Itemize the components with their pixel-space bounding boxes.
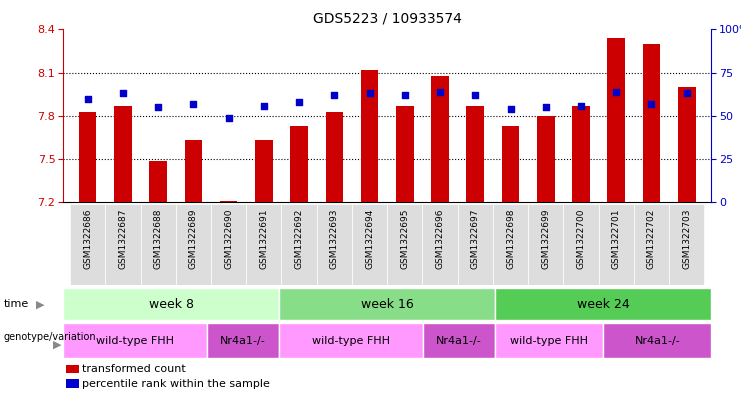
Bar: [466, 106, 484, 202]
Bar: [423, 323, 495, 358]
Bar: [352, 204, 387, 285]
Bar: [563, 204, 599, 285]
Text: GSM1322698: GSM1322698: [506, 208, 515, 269]
Point: [399, 92, 411, 98]
Text: GSM1322699: GSM1322699: [541, 208, 551, 269]
Text: time: time: [4, 299, 29, 309]
Bar: [141, 204, 176, 285]
Bar: [105, 204, 141, 285]
Bar: [279, 323, 423, 358]
Bar: [316, 204, 352, 285]
Text: GSM1322688: GSM1322688: [153, 208, 162, 269]
Bar: [79, 112, 96, 202]
Point: [293, 99, 305, 105]
Text: wild-type FHH: wild-type FHH: [312, 336, 391, 346]
Text: Nr4a1-/-: Nr4a1-/-: [634, 336, 680, 346]
Text: GSM1322690: GSM1322690: [224, 208, 233, 269]
Bar: [211, 204, 246, 285]
Point: [505, 106, 516, 112]
Bar: [63, 288, 279, 320]
Bar: [150, 161, 167, 202]
Point: [539, 104, 551, 110]
Bar: [66, 365, 79, 373]
Bar: [669, 204, 704, 285]
Text: GSM1322691: GSM1322691: [259, 208, 268, 269]
Text: Nr4a1-/-: Nr4a1-/-: [220, 336, 266, 346]
Bar: [325, 112, 343, 202]
Text: GSM1322695: GSM1322695: [400, 208, 409, 269]
Point: [611, 88, 622, 95]
Text: GSM1322693: GSM1322693: [330, 208, 339, 269]
Bar: [361, 70, 379, 202]
Bar: [495, 288, 711, 320]
Bar: [537, 116, 554, 202]
Text: wild-type FHH: wild-type FHH: [511, 336, 588, 346]
Text: week 24: week 24: [577, 298, 630, 311]
Point: [681, 90, 693, 97]
Text: GSM1322703: GSM1322703: [682, 208, 691, 269]
Point: [469, 92, 481, 98]
Bar: [634, 204, 669, 285]
Point: [117, 90, 129, 97]
Text: Nr4a1-/-: Nr4a1-/-: [436, 336, 482, 346]
Point: [223, 114, 235, 121]
Point: [645, 101, 657, 107]
Text: GSM1322694: GSM1322694: [365, 208, 374, 269]
Bar: [572, 106, 590, 202]
Bar: [603, 323, 711, 358]
Bar: [502, 126, 519, 202]
Bar: [176, 204, 211, 285]
Bar: [431, 75, 449, 202]
Bar: [114, 106, 132, 202]
Text: genotype/variation: genotype/variation: [4, 332, 96, 342]
Bar: [70, 204, 105, 285]
Text: GSM1322702: GSM1322702: [647, 208, 656, 269]
Text: wild-type FHH: wild-type FHH: [96, 336, 174, 346]
Text: GSM1322686: GSM1322686: [83, 208, 92, 269]
Point: [258, 103, 270, 109]
Bar: [282, 204, 316, 285]
Bar: [422, 204, 458, 285]
Text: GSM1322692: GSM1322692: [295, 208, 304, 269]
Text: ▶: ▶: [36, 299, 44, 309]
Text: ▶: ▶: [53, 340, 62, 350]
Point: [364, 90, 376, 97]
Bar: [246, 204, 282, 285]
Text: GSM1322701: GSM1322701: [612, 208, 621, 269]
Bar: [388, 204, 422, 285]
Text: GSM1322700: GSM1322700: [576, 208, 585, 269]
Bar: [220, 201, 237, 202]
Point: [328, 92, 340, 98]
Text: week 8: week 8: [148, 298, 193, 311]
Text: transformed count: transformed count: [82, 364, 186, 374]
Bar: [493, 204, 528, 285]
Bar: [66, 379, 79, 388]
Bar: [185, 140, 202, 202]
Bar: [642, 44, 660, 202]
Point: [434, 88, 446, 95]
Point: [82, 95, 93, 102]
Bar: [63, 323, 207, 358]
Bar: [495, 323, 603, 358]
Bar: [290, 126, 308, 202]
Point: [152, 104, 164, 110]
Text: GSM1322697: GSM1322697: [471, 208, 479, 269]
Bar: [458, 204, 493, 285]
Bar: [279, 288, 495, 320]
Text: GSM1322696: GSM1322696: [436, 208, 445, 269]
Text: GSM1322687: GSM1322687: [119, 208, 127, 269]
Text: GDS5223 / 10933574: GDS5223 / 10933574: [313, 12, 462, 26]
Bar: [255, 140, 273, 202]
Text: week 16: week 16: [361, 298, 413, 311]
Point: [575, 103, 587, 109]
Point: [187, 101, 199, 107]
Bar: [207, 323, 279, 358]
Bar: [528, 204, 563, 285]
Text: percentile rank within the sample: percentile rank within the sample: [82, 379, 270, 389]
Bar: [599, 204, 634, 285]
Bar: [608, 38, 625, 202]
Bar: [396, 106, 413, 202]
Text: GSM1322689: GSM1322689: [189, 208, 198, 269]
Bar: [678, 87, 696, 202]
